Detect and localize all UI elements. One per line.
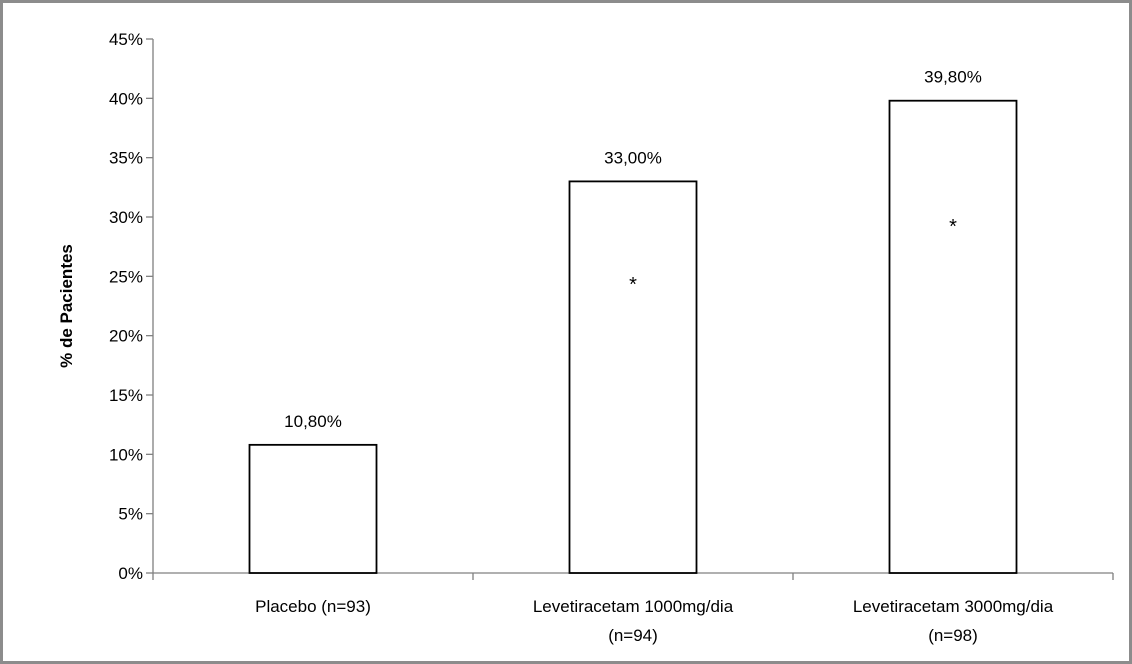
x-category-label: Levetiracetam 3000mg/dia bbox=[853, 597, 1054, 616]
y-tick-label: 5% bbox=[118, 505, 143, 524]
y-tick-label: 45% bbox=[109, 30, 143, 49]
x-category-label: (n=94) bbox=[608, 626, 658, 645]
y-tick-label: 35% bbox=[109, 149, 143, 168]
y-tick-label: 25% bbox=[109, 267, 143, 286]
labels: 0% 5% 10% 15% 20% 25% 30% 35% 40% 45% 10,80% Placeb… bbox=[109, 30, 1054, 645]
y-tick-label: 30% bbox=[109, 208, 143, 227]
data-label: 10,80% bbox=[284, 412, 342, 431]
x-category-label: (n=98) bbox=[928, 626, 978, 645]
y-tick-label: 10% bbox=[109, 445, 143, 464]
bar bbox=[248, 443, 378, 574]
y-tick-label: 0% bbox=[118, 564, 143, 583]
bar-chart: 0% 5% 10% 15% 20% 25% 30% 35% 40% 45% 10,80% Placeb… bbox=[57, 30, 1114, 645]
significance-marker: * bbox=[629, 274, 637, 296]
y-tick-label: 40% bbox=[109, 89, 143, 108]
significance-marker: * bbox=[949, 216, 957, 238]
x-category-label: Levetiracetam 1000mg/dia bbox=[533, 597, 734, 616]
bars bbox=[248, 99, 1018, 574]
bar bbox=[888, 99, 1018, 574]
data-label: 33,00% bbox=[604, 148, 662, 167]
x-category-label: Placebo (n=93) bbox=[255, 597, 371, 616]
bar bbox=[568, 180, 698, 574]
y-tick-label: 15% bbox=[109, 386, 143, 405]
y-axis-title: % de Pacientes bbox=[57, 244, 76, 368]
y-tick-label: 20% bbox=[109, 327, 143, 346]
data-label: 39,80% bbox=[924, 68, 982, 87]
